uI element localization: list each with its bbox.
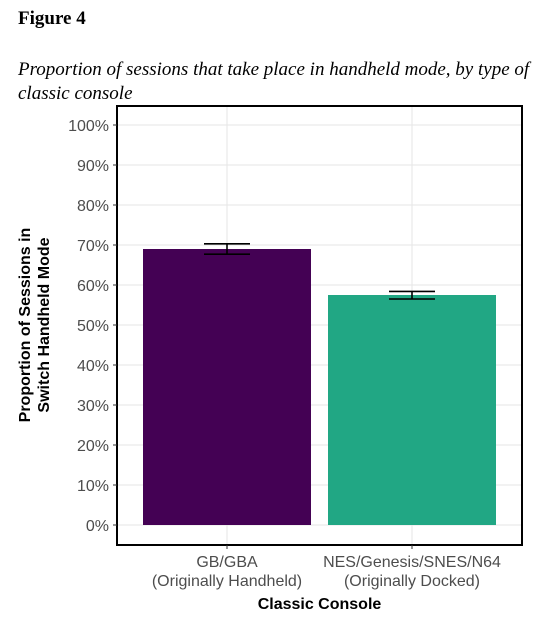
y-tick-label: 50% — [77, 318, 109, 335]
y-tick-label: 80% — [77, 198, 109, 215]
bar-0 — [143, 249, 311, 525]
figure-caption: Proportion of sessions that take place i… — [18, 59, 530, 104]
y-axis-title: Proportion of Sessions in Switch Handheld… — [17, 228, 53, 423]
x-tick-label: (Originally Docked) — [344, 573, 480, 590]
y-axis-title-line: Switch Handheld Mode — [36, 237, 53, 412]
x-tick-label: (Originally Handheld) — [152, 573, 302, 590]
figure-label: Figure 4 — [18, 8, 86, 29]
y-tick-label: 40% — [77, 358, 109, 375]
y-axis-title-line: Proportion of Sessions in — [17, 228, 34, 423]
y-tick-label: 70% — [77, 238, 109, 255]
x-axis-title: Classic Console — [258, 596, 382, 613]
y-tick-label: 100% — [68, 118, 109, 135]
y-tick-label: 90% — [77, 158, 109, 175]
y-tick-label: 0% — [86, 518, 109, 535]
x-tick-label: GB/GBA — [196, 554, 258, 571]
x-tick-label: NES/Genesis/SNES/N64 — [323, 554, 501, 571]
y-tick-label: 30% — [77, 398, 109, 415]
bar-1 — [328, 295, 496, 525]
y-tick-label: 10% — [77, 478, 109, 495]
y-tick-label: 60% — [77, 278, 109, 295]
y-tick-label: 20% — [77, 438, 109, 455]
